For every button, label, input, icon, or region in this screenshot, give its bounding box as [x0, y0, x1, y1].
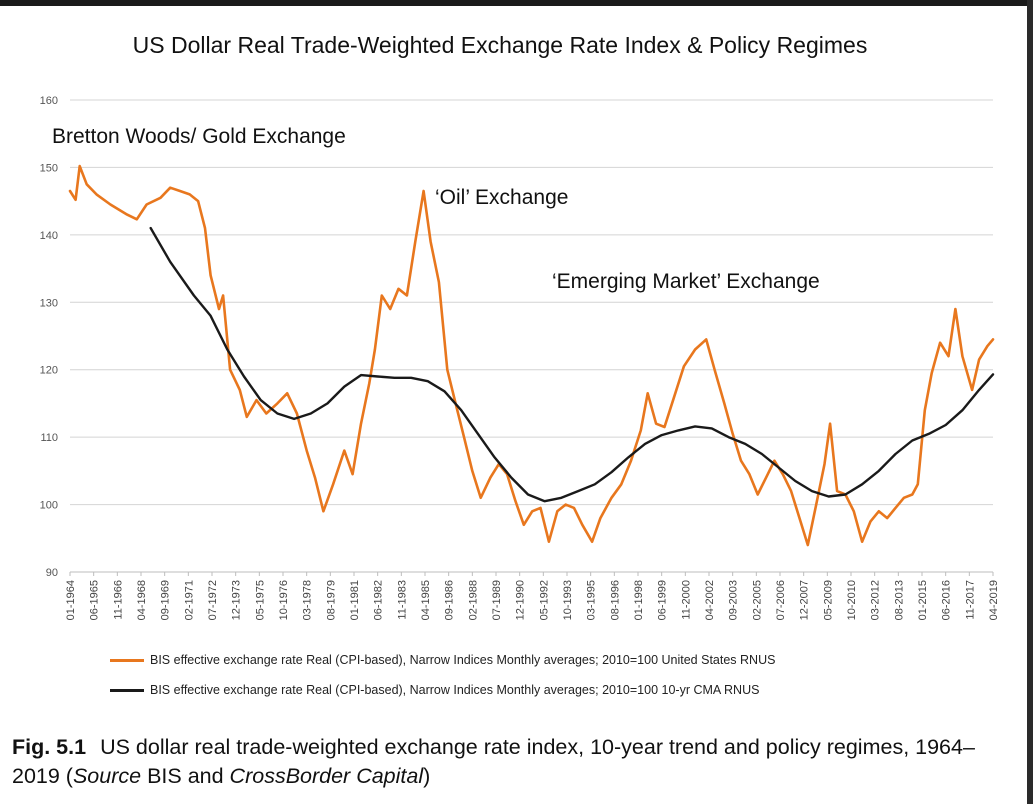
right-border	[1027, 0, 1033, 804]
x-tick-label-38: 11-2017	[964, 580, 976, 620]
x-tick-label-30: 07-2006	[775, 580, 787, 620]
x-tick-label-13: 06-1982	[373, 580, 385, 620]
x-tick-label-18: 07-1989	[491, 580, 503, 620]
x-tick-label-36: 01-2015	[917, 580, 929, 620]
x-tick-label-23: 08-1996	[609, 580, 621, 620]
x-tick-label-35: 08-2013	[893, 580, 905, 620]
legend-label-cma: BIS effective exchange rate Real (CPI-ba…	[150, 683, 760, 697]
x-tick-label-32: 05-2009	[822, 580, 834, 620]
x-tick-label-0: 01-1964	[65, 580, 77, 620]
x-tick-label-8: 05-1975	[254, 580, 266, 620]
caption-source-name: CrossBorder Capital	[229, 764, 424, 788]
x-tick-label-26: 11-2000	[680, 580, 692, 620]
x-tick-label-3: 04-1968	[136, 580, 148, 620]
y-tick-label-130: 130	[40, 297, 58, 309]
x-tick-label-22: 03-1995	[586, 580, 598, 620]
x-tick-label-7: 12-1973	[231, 580, 243, 620]
series-line-10yr-cma	[149, 226, 995, 503]
caption-text-3: )	[423, 764, 431, 788]
x-tick-label-2: 11-1966	[112, 580, 124, 620]
series-line-rnus	[68, 164, 995, 547]
x-tick-label-5: 02-1971	[183, 580, 195, 620]
x-tick-label-19: 12-1990	[515, 580, 527, 620]
caption-text-1: US dollar real trade-weighted exchange r…	[12, 735, 975, 788]
chart: 90 100 110 120 130 140 150 160 01-1964 06-1965 11-…	[40, 95, 1000, 620]
annotation-oil: ‘Oil’ Exchange	[435, 186, 569, 209]
x-tick-label-9: 10-1976	[278, 580, 290, 620]
x-tick-label-27: 04-2002	[704, 580, 716, 620]
legend-swatch-orange	[110, 658, 144, 662]
chart-title: US Dollar Real Trade-Weighted Exchange R…	[132, 32, 868, 58]
caption-text-2: BIS and	[141, 764, 230, 788]
x-tick-label-12: 01-1981	[349, 580, 361, 620]
x-tick-label-24: 01-1998	[633, 580, 645, 620]
x-tick-label-10: 03-1978	[302, 580, 314, 620]
x-tick-label-31: 12-2007	[799, 580, 811, 620]
y-tick-label-160: 160	[40, 95, 58, 107]
x-tick-label-14: 11-1983	[396, 580, 408, 620]
x-tick-label-4: 09-1969	[160, 580, 172, 620]
x-tick-label-25: 06-1999	[657, 580, 669, 620]
x-tick-label-16: 09-1986	[444, 580, 456, 620]
x-tick-label-11: 08-1979	[325, 580, 337, 620]
x-tick-label-21: 10-1993	[562, 580, 574, 620]
caption-fig-label: Fig. 5.1	[12, 735, 87, 759]
x-tick-label-17: 02-1988	[467, 580, 479, 620]
x-tick-label-33: 10-2010	[846, 580, 858, 620]
figure-caption: Fig. 5.1 US dollar real trade-weighted ex…	[12, 733, 1022, 791]
y-tick-label-110: 110	[40, 432, 58, 444]
legend-item-rnus: BIS effective exchange rate Real (CPI-ba…	[110, 651, 775, 669]
x-tick-label-15: 04-1985	[420, 580, 432, 620]
x-tick-label-1: 06-1965	[89, 580, 101, 620]
y-tick-label-150: 150	[40, 162, 58, 174]
legend-item-cma: BIS effective exchange rate Real (CPI-ba…	[110, 681, 759, 699]
annotation-bretton-woods: Bretton Woods/ Gold Exchange	[52, 125, 346, 148]
x-tick-label-37: 06-2016	[941, 580, 953, 620]
x-tick-label-39: 04-2019	[988, 580, 1000, 620]
caption-source-word: Source	[72, 764, 142, 788]
top-border	[0, 0, 1033, 6]
x-tick-label-20: 05-1992	[538, 580, 550, 620]
x-tick-label-6: 07-1972	[207, 580, 219, 620]
annotation-emerging-market: ‘Emerging Market’ Exchange	[552, 270, 820, 293]
y-tick-label-90: 90	[46, 567, 58, 579]
legend-swatch-black	[110, 688, 144, 692]
x-tick-label-28: 09-2003	[728, 580, 740, 620]
y-tick-label-140: 140	[40, 230, 58, 242]
x-tick-label-29: 02-2005	[751, 580, 763, 620]
x-tick-label-34: 03-2012	[870, 580, 882, 620]
y-tick-label-100: 100	[40, 500, 58, 512]
y-tick-label-120: 120	[40, 365, 58, 377]
legend-label-rnus: BIS effective exchange rate Real (CPI-ba…	[150, 653, 776, 667]
